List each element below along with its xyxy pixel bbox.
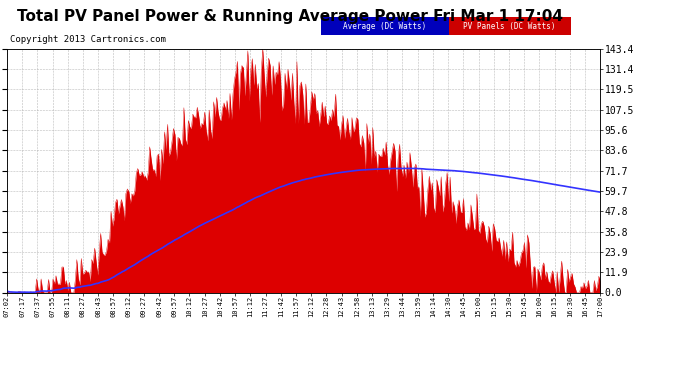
FancyBboxPatch shape <box>322 17 449 35</box>
FancyBboxPatch shape <box>449 17 571 35</box>
Text: PV Panels (DC Watts): PV Panels (DC Watts) <box>463 22 555 31</box>
Text: Copyright 2013 Cartronics.com: Copyright 2013 Cartronics.com <box>10 35 166 44</box>
Text: Total PV Panel Power & Running Average Power Fri Mar 1 17:04: Total PV Panel Power & Running Average P… <box>17 9 563 24</box>
Text: Average (DC Watts): Average (DC Watts) <box>343 22 426 31</box>
